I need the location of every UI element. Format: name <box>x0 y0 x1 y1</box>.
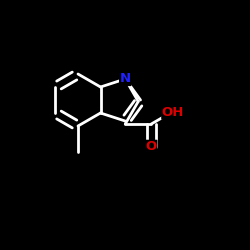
Text: OH: OH <box>162 106 184 119</box>
Text: O: O <box>146 140 157 153</box>
Text: N: N <box>120 72 131 86</box>
